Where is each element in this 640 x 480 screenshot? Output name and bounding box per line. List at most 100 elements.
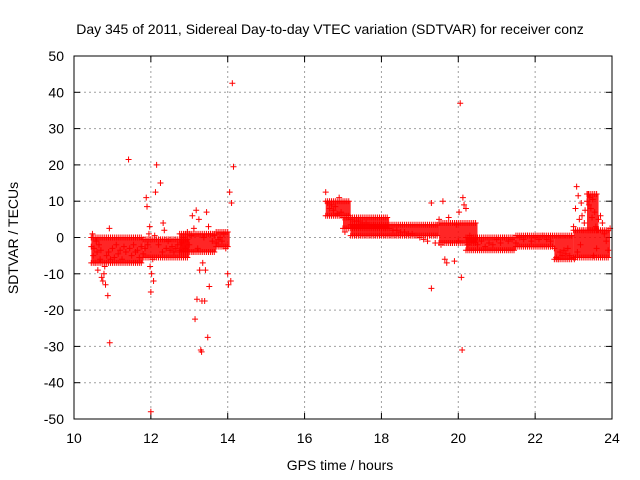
data-point (334, 210, 341, 217)
data-point (593, 245, 600, 252)
data-point (585, 201, 592, 208)
data-point (573, 183, 580, 190)
data-point (501, 234, 508, 241)
data-points (88, 80, 614, 415)
data-point (568, 232, 575, 239)
band-edge-point (384, 214, 391, 221)
data-point (416, 234, 423, 241)
band-edge-point (224, 229, 231, 236)
band-edge-point (511, 247, 518, 254)
band-edge-point (184, 254, 191, 261)
data-point (584, 198, 591, 205)
data-point (401, 229, 408, 236)
data-point (119, 256, 126, 263)
data-point (170, 249, 177, 256)
data-point (188, 232, 195, 239)
data-point (90, 245, 97, 252)
data-point (101, 263, 108, 270)
data-point (195, 216, 202, 223)
data-point (474, 241, 481, 248)
data-point (589, 214, 596, 221)
data-point (194, 245, 201, 252)
data-point (599, 219, 606, 226)
data-point (172, 245, 179, 252)
data-point (193, 296, 200, 303)
data-point (443, 259, 450, 266)
data-point (201, 298, 208, 305)
data-point (461, 201, 468, 208)
data-point (582, 207, 589, 214)
x-axis-label: GPS time / hours (287, 457, 394, 473)
y-tick-label: 10 (48, 193, 64, 209)
data-point (193, 207, 200, 214)
data-point (206, 283, 213, 290)
data-point (161, 227, 168, 234)
data-point (106, 339, 113, 346)
data-point (196, 267, 203, 274)
data-point (505, 238, 512, 245)
data-point (436, 216, 443, 223)
data-point (520, 236, 527, 243)
data-point (577, 241, 584, 248)
data-point (130, 241, 137, 248)
x-tick-label: 16 (297, 430, 313, 446)
data-point (94, 249, 101, 256)
data-point (126, 245, 133, 252)
data-point (486, 239, 493, 246)
data-point (140, 250, 147, 257)
data-point (575, 192, 582, 199)
data-point (562, 250, 569, 257)
data-point (336, 194, 343, 201)
data-point (330, 207, 337, 214)
data-point (90, 252, 97, 259)
data-point (597, 212, 604, 219)
data-point (547, 238, 554, 245)
data-point (163, 245, 170, 252)
y-tick-label: -30 (44, 338, 64, 354)
data-point (489, 241, 496, 248)
data-point (535, 236, 542, 243)
data-point (198, 348, 205, 355)
dense-point-bands (88, 190, 612, 266)
data-point (120, 243, 127, 250)
data-point (207, 230, 214, 237)
data-point (413, 232, 420, 239)
data-point (217, 234, 224, 241)
data-point (355, 218, 362, 225)
data-point (456, 209, 463, 216)
data-point (99, 278, 106, 285)
data-point (226, 189, 233, 196)
data-point (466, 232, 473, 239)
data-point (204, 334, 211, 341)
data-point (420, 236, 427, 243)
data-point (459, 194, 466, 201)
data-point (559, 252, 566, 259)
data-point (184, 229, 191, 236)
data-point (225, 281, 232, 288)
data-point (587, 205, 594, 212)
data-point (95, 241, 102, 248)
data-point (439, 198, 446, 205)
data-point (564, 245, 571, 252)
data-point (148, 270, 155, 277)
data-point (167, 247, 174, 254)
data-point (566, 252, 573, 259)
band-edge-point (138, 259, 145, 266)
data-point (532, 234, 539, 241)
data-point (453, 221, 460, 228)
data-point (455, 238, 462, 245)
data-point (585, 190, 592, 197)
data-point (322, 189, 329, 196)
data-point (150, 278, 157, 285)
x-tick-label: 24 (604, 430, 620, 446)
data-point (157, 180, 164, 187)
data-point (117, 247, 124, 254)
data-point (147, 408, 154, 415)
data-point (102, 281, 109, 288)
data-point (478, 238, 485, 245)
data-point (572, 205, 579, 212)
data-point (470, 238, 477, 245)
data-point (109, 245, 116, 252)
data-point (605, 247, 612, 254)
data-point (594, 227, 601, 234)
